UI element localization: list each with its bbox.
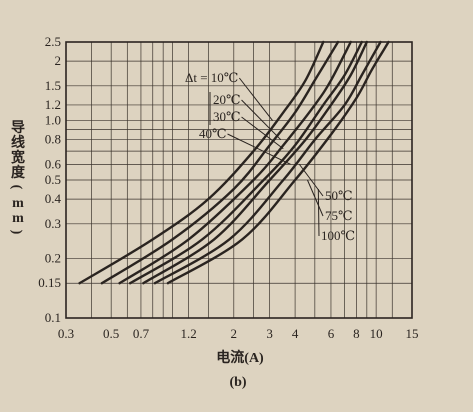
series-line-2 <box>118 40 352 285</box>
x-tick-label: 0.5 <box>103 326 119 341</box>
y-tick-label: 0.1 <box>45 310 61 325</box>
y-axis-label-char: ( <box>9 185 24 190</box>
x-tick-label: 6 <box>328 326 335 341</box>
series-line-1 <box>100 40 340 285</box>
y-tick-label: 2.5 <box>45 34 61 49</box>
series-annotation: Δt = 10℃ <box>185 70 238 85</box>
y-tick-label: 1.5 <box>45 78 61 93</box>
y-tick-label: 0.3 <box>45 216 61 231</box>
plot-frame <box>65 41 413 319</box>
y-tick-label: 0.4 <box>45 191 62 206</box>
x-tick-label: 4 <box>292 326 299 341</box>
figure-caption: (b) <box>229 375 246 390</box>
x-tick-label: 0.7 <box>133 326 150 341</box>
annotation-leader <box>227 133 291 165</box>
x-tick-label: 2 <box>231 326 238 341</box>
annotation-leader <box>241 99 282 141</box>
annotation-leader <box>317 189 320 237</box>
y-axis-label-char: m <box>12 211 24 226</box>
y-tick-label: 1.0 <box>45 113 61 128</box>
series-line-0 <box>78 40 325 285</box>
y-axis-label-char: m <box>12 196 24 211</box>
y-tick-label: 0.8 <box>45 132 61 147</box>
tick-labels: 0.3 0.5 0.7 1.2 2 3 4 6 8 10 15 0.1 0.15 0.2 0.3 0.4 0.5… <box>38 34 418 341</box>
y-tick-label: 0.2 <box>45 251 61 266</box>
y-tick-label: 2 <box>55 53 62 68</box>
annotation-leader <box>238 77 273 121</box>
series-annotation: 30℃ <box>213 109 241 124</box>
x-tick-label: 8 <box>353 326 360 341</box>
annotation-leader <box>299 164 324 197</box>
x-tick-label: 0.3 <box>58 326 74 341</box>
annotation-leader <box>306 179 324 217</box>
y-axis-label-char: ) <box>9 230 24 235</box>
annotation-leader <box>241 116 284 150</box>
series-annotation: 20℃ <box>213 92 241 107</box>
curves <box>78 40 390 285</box>
y-tick-label: 1.2 <box>45 97 61 112</box>
series-annotation: 40℃ <box>199 126 227 141</box>
x-tick-label: 3 <box>266 326 273 341</box>
x-tick-label: 1.2 <box>180 326 196 341</box>
x-tick-label: 15 <box>406 326 419 341</box>
series-line-5 <box>153 40 382 285</box>
series-annotation: 50℃ <box>325 188 353 203</box>
series-line-3 <box>129 40 363 285</box>
series-line-4 <box>142 40 368 285</box>
y-axis-label-char: 宽 <box>11 149 25 166</box>
series-annotation: 75℃ <box>325 208 353 223</box>
y-tick-label: 0.15 <box>38 275 61 290</box>
x-tick-label: 10 <box>370 326 383 341</box>
x-axis-label: 电流(A) <box>216 349 264 366</box>
y-axis-label-char: 线 <box>11 134 25 151</box>
annotations: Δt = 10℃ 20℃ 30℃ 40℃ 50℃ 75℃ 100℃ <box>185 70 355 243</box>
grid <box>66 42 413 318</box>
y-tick-label: 0.6 <box>45 156 62 171</box>
series-line-6 <box>166 40 390 285</box>
series-annotation: 100℃ <box>321 228 355 243</box>
y-axis-label-char: 导 <box>11 120 25 136</box>
y-tick-label: 0.5 <box>45 172 61 187</box>
y-axis-label-char: 度 <box>11 164 26 181</box>
